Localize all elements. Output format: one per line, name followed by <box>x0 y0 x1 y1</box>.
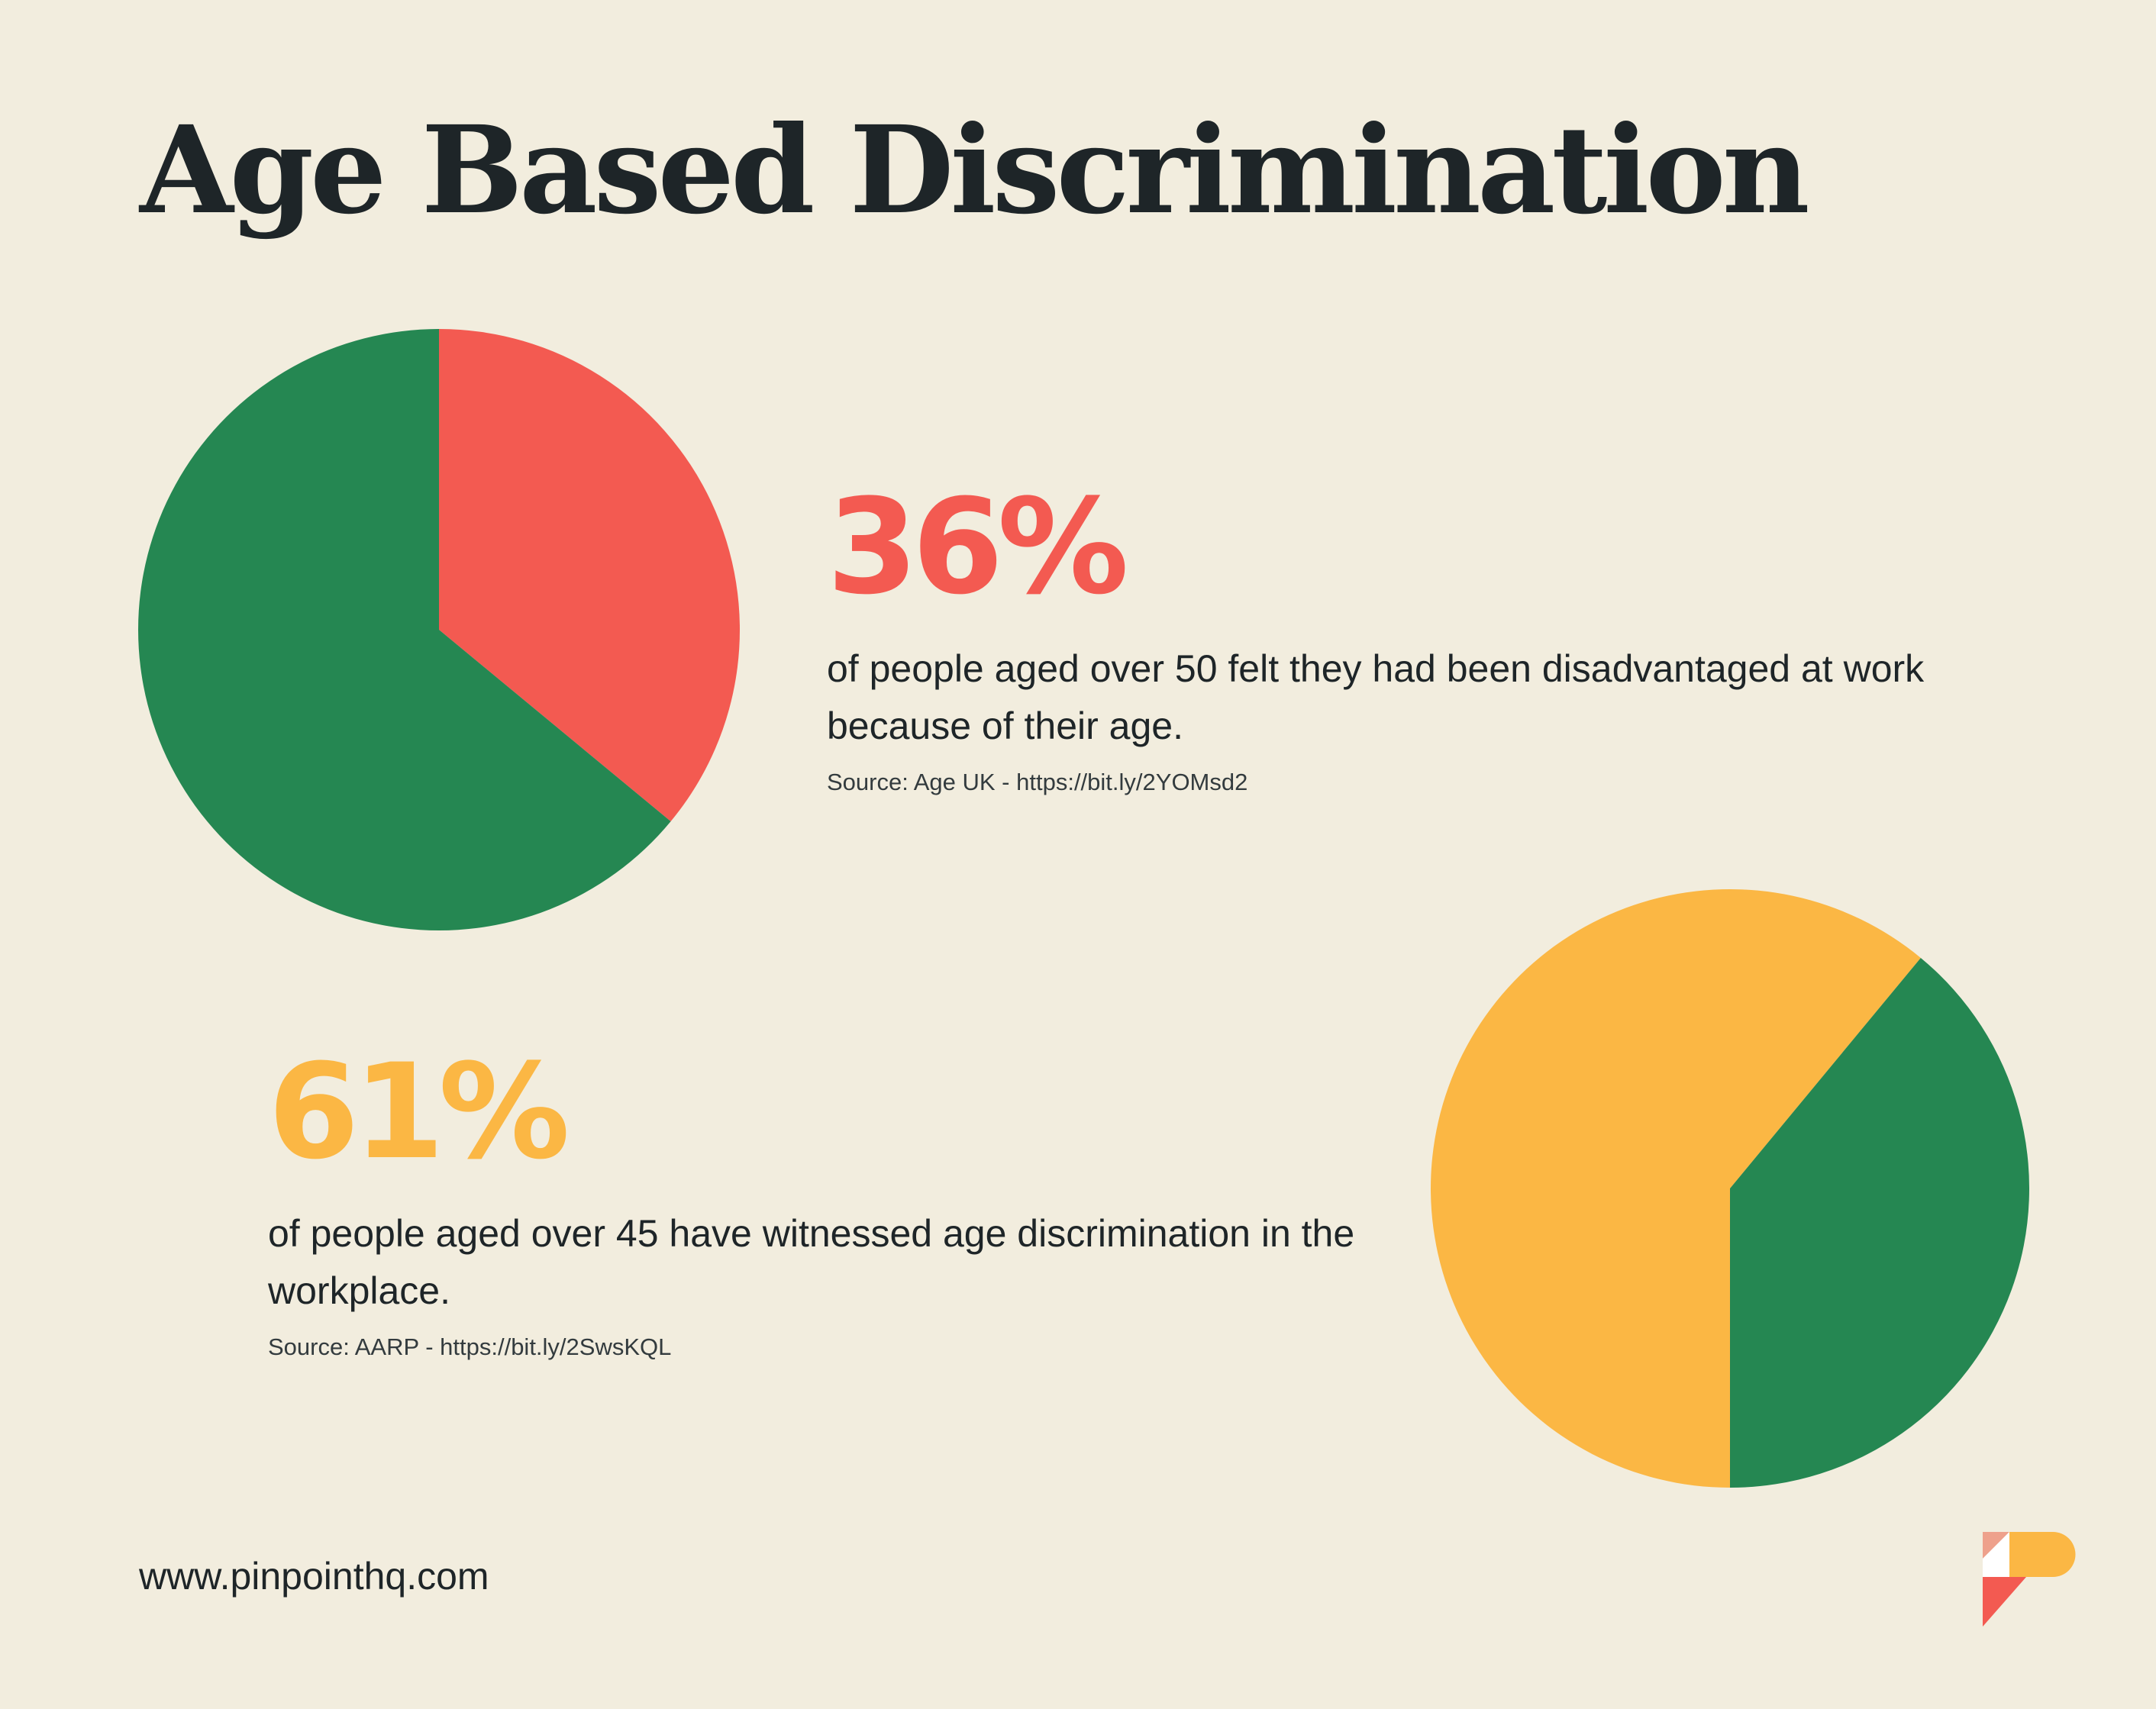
pie-slice-0 <box>1431 889 1921 1488</box>
stat-description: of people aged over 45 have witnessed ag… <box>268 1212 1355 1312</box>
stat-source: Source: Age UK - https://bit.ly/2YOMsd2 <box>827 769 1248 795</box>
stat-value: 36% <box>827 470 1129 624</box>
stat-block-aarp: 61% of people aged over 45 have witnesse… <box>268 1046 1367 1361</box>
pie-slice-0 <box>439 329 740 822</box>
stat-source: Source: AARP - https://bit.ly/2SwsKQL <box>268 1333 672 1360</box>
pie-slice-1 <box>1730 957 2029 1488</box>
stat-value: 61% <box>268 1035 570 1188</box>
page-title: Age Based Discrimination <box>140 100 1810 241</box>
logo-red-shape <box>1983 1577 2026 1627</box>
pie-chart-aarp <box>1431 889 2029 1488</box>
pinpoint-logo-icon <box>1983 1532 2076 1627</box>
logo-yellow-shape <box>2009 1532 2076 1577</box>
pie-slice-1 <box>138 329 671 930</box>
pie-chart-age-uk <box>138 329 740 930</box>
logo-white-shape <box>1983 1532 2009 1577</box>
stat-block-age-uk: 36% of people aged over 50 felt they had… <box>827 482 1926 796</box>
website-link[interactable]: www.pinpointhq.com <box>139 1555 489 1598</box>
stat-description: of people aged over 50 felt they had bee… <box>827 647 1925 747</box>
